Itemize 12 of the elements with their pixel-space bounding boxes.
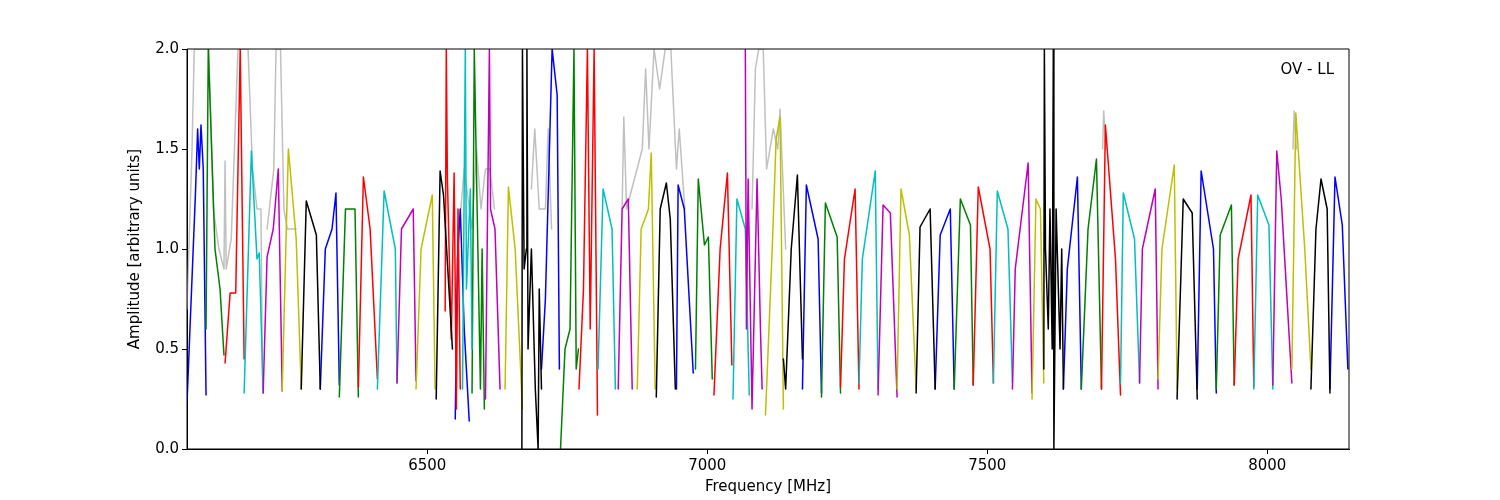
x-tick-label: 6500 bbox=[408, 455, 447, 474]
y-tick-label: 1.5 bbox=[155, 138, 179, 157]
x-tick-label: 7000 bbox=[688, 455, 727, 474]
x-axis-title: Frequency [MHz] bbox=[704, 476, 832, 495]
annotation: OV - LL bbox=[1280, 59, 1335, 78]
x-tick-label: 8000 bbox=[1248, 455, 1287, 474]
y-tick-label: 0.0 bbox=[155, 438, 179, 457]
y-axis-title: Amplitude [arbitrary units] bbox=[124, 148, 143, 350]
y-tick-label: 0.5 bbox=[155, 338, 179, 357]
y-tick-label: 2.0 bbox=[155, 38, 179, 57]
y-tick-label: 1.0 bbox=[155, 238, 179, 257]
x-tick-label: 7500 bbox=[968, 455, 1007, 474]
